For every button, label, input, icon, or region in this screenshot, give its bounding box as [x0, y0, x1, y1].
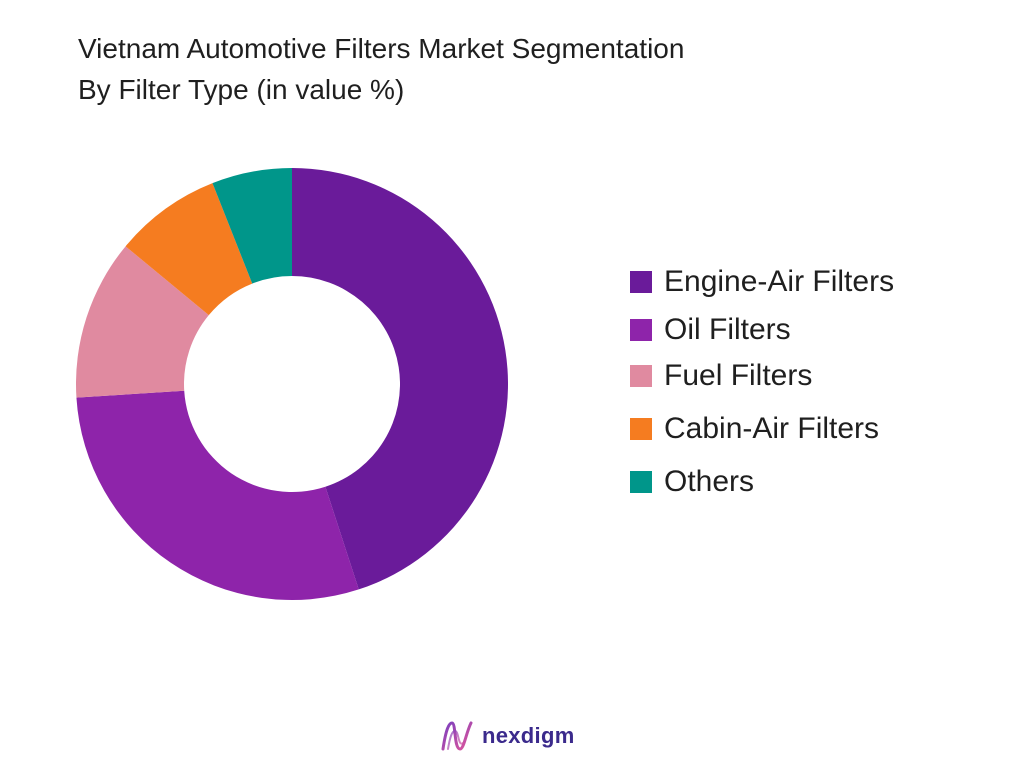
brand-logo: nexdigm — [440, 716, 575, 756]
donut-slice-cabin-air-filters — [125, 183, 253, 316]
legend-label: Cabin-Air Filters — [664, 412, 880, 445]
legend-label: Engine-Air Filters — [664, 265, 895, 298]
nexdigm-wave-logo-icon — [441, 721, 473, 751]
chart-title-line-2: By Filter Type (in value %) — [78, 74, 405, 105]
donut-slice-oil-filters — [76, 390, 359, 600]
legend-swatch — [630, 365, 652, 387]
legend-item-fuel-filters: Fuel Filters — [630, 356, 812, 396]
legend-item-oil-filters: Oil Filters — [630, 310, 791, 350]
legend-item-cabin-air-filters: Cabin-Air Filters — [630, 409, 879, 449]
legend-swatch — [630, 319, 652, 341]
donut-slice-others — [212, 168, 292, 284]
legend-label: Oil Filters — [664, 313, 791, 346]
legend-swatch — [630, 471, 652, 493]
legend-swatch — [630, 271, 652, 293]
donut-slice-fuel-filters — [76, 246, 209, 398]
legend-item-others: Others — [630, 462, 754, 502]
donut-slices — [76, 168, 509, 600]
legend-label: Fuel Filters — [664, 359, 813, 392]
legend-item-engine-air-filters: Engine-Air Filters — [630, 262, 894, 302]
chart-title: Vietnam Automotive Filters Market Segmen… — [78, 28, 978, 110]
brand-name: nexdigm — [482, 723, 575, 748]
chart-title-line-1: Vietnam Automotive Filters Market Segmen… — [78, 33, 685, 64]
legend-label: Others — [664, 465, 755, 498]
legend-swatch — [630, 418, 652, 440]
donut-slice-engine-air-filters — [292, 168, 509, 590]
